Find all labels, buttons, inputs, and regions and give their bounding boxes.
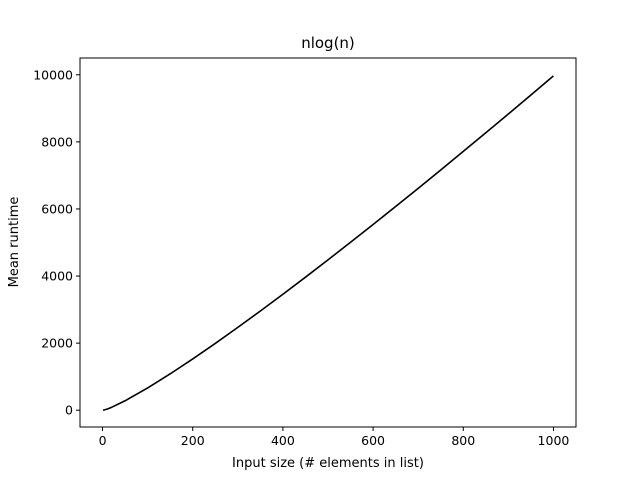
x-tick-label: 400 <box>271 433 295 448</box>
x-tick-label: 200 <box>181 433 205 448</box>
y-axis-label: Mean runtime <box>7 197 22 288</box>
x-axis-label: Input size (# elements in list) <box>232 456 424 471</box>
plot-area-frame <box>79 57 577 428</box>
x-tick-label: 0 <box>99 433 107 448</box>
y-tick-label: 8000 <box>41 134 73 149</box>
y-tick-label: 2000 <box>41 336 73 351</box>
y-axis: 0 2000 4000 6000 8000 10000 <box>33 67 80 418</box>
series-layer <box>102 75 554 412</box>
chart-title: nlog(n) <box>301 34 355 52</box>
x-tick-label: 800 <box>451 433 475 448</box>
x-tick-label: 1000 <box>538 433 570 448</box>
y-tick-label: 0 <box>65 403 73 418</box>
x-axis: 0 200 400 600 800 1000 <box>99 427 570 448</box>
x-tick-label: 600 <box>361 433 385 448</box>
y-tick-label: 6000 <box>41 201 73 216</box>
series-line <box>102 75 554 412</box>
y-tick-label: 10000 <box>33 67 73 82</box>
y-tick-label: 4000 <box>41 269 73 284</box>
